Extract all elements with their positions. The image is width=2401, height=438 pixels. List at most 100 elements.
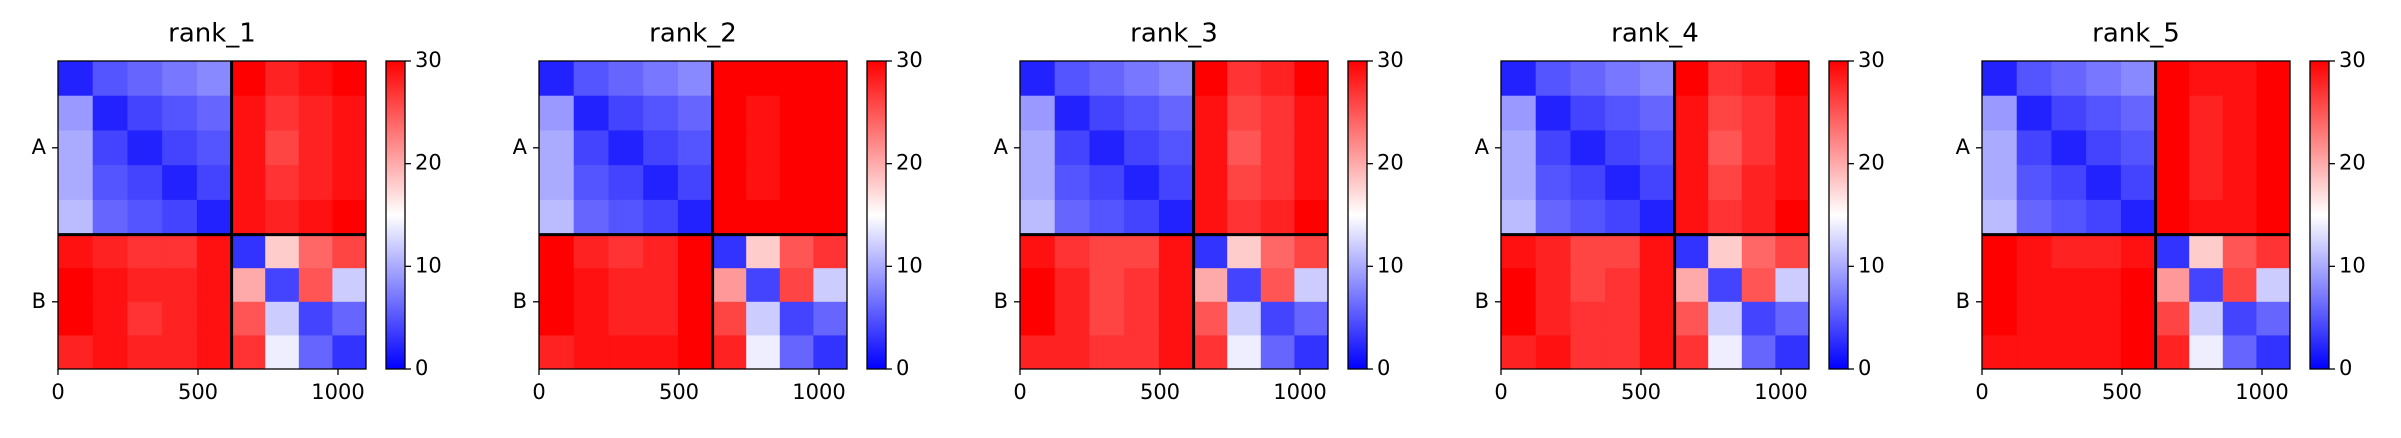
colorbar-tick-label: 30 [1377, 48, 1404, 72]
heatmap-cell [196, 165, 233, 201]
plot-frame [538, 60, 848, 370]
heatmap-cell [162, 95, 198, 131]
heatmap-cell [1535, 165, 1571, 201]
heatmap-cell [1124, 199, 1160, 236]
heatmap-cell [1570, 95, 1606, 131]
heatmap-cell [1708, 301, 1743, 336]
heatmap-cell [1158, 130, 1195, 166]
colorbar-tick-label: 30 [2339, 48, 2366, 72]
heatmap-cell [2051, 234, 2087, 269]
heatmap-cell [332, 199, 367, 236]
heatmap-cell [608, 268, 644, 303]
heatmap-cell [1054, 95, 1090, 131]
heatmap-cell [746, 199, 781, 236]
heatmap-cell [2016, 335, 2052, 370]
heatmap-cell [746, 268, 781, 303]
heatmap-cell [2155, 234, 2190, 269]
x-tick-label: 500 [2102, 380, 2142, 404]
heatmap-cell [1639, 61, 1676, 97]
heatmap-cell [643, 130, 679, 166]
heatmap-cell [1054, 234, 1090, 269]
heatmap-cell [1501, 95, 1537, 131]
heatmap-cell [1294, 335, 1329, 370]
heatmap-cell [1605, 268, 1641, 303]
heatmap-cell [1020, 95, 1056, 131]
heatmap-cell [1227, 234, 1262, 269]
heatmap-cell [298, 301, 333, 336]
heatmap-cell [196, 234, 233, 269]
heatmap-cell [573, 234, 609, 269]
heatmap-cell [1982, 268, 2018, 303]
heatmap-cell [162, 301, 198, 336]
x-tick-label: 0 [1494, 380, 1507, 404]
heatmap-cell [643, 95, 679, 131]
heatmap-cell [92, 234, 128, 269]
heatmap-cell [1158, 268, 1195, 303]
heatmap-cell [1020, 301, 1056, 336]
heatmap-cell [1020, 234, 1056, 269]
heatmap-cell [2155, 95, 2190, 131]
heatmap-cell [2016, 199, 2052, 236]
heatmap-cell [2016, 95, 2052, 131]
y-tick-label: A [994, 135, 1009, 159]
heatmap-cell [643, 61, 679, 97]
heatmap-cell [539, 268, 575, 303]
heatmap-cell [573, 95, 609, 131]
heatmap-cell [1193, 234, 1228, 269]
heatmap-cell [127, 61, 163, 97]
heatmap-cell [746, 234, 781, 269]
heatmap-cell [1741, 301, 1776, 336]
heatmap-cell [2051, 165, 2087, 201]
heatmap-cell [1674, 268, 1709, 303]
heatmap-cell [2086, 234, 2122, 269]
heatmap-cell [1054, 335, 1090, 370]
heatmap-cell [1501, 61, 1537, 97]
heatmap-cell [92, 95, 128, 131]
heatmap-cell [1535, 199, 1571, 236]
plot-frame [57, 60, 367, 370]
heatmap-cell [2222, 61, 2257, 97]
heatmap-cell [127, 335, 163, 370]
x-tick-label: 0 [51, 380, 64, 404]
heatmap-cell [1741, 95, 1776, 131]
heatmap-cell [573, 165, 609, 201]
heatmap-cell [573, 61, 609, 97]
heatmap-cell [1605, 301, 1641, 336]
heatmap-cell [1982, 335, 2018, 370]
heatmap-cell [2222, 301, 2257, 336]
heatmap-cell [2120, 335, 2157, 370]
heatmap-cell [712, 268, 747, 303]
heatmap-cell [2051, 301, 2087, 336]
heatmap-cell [332, 335, 367, 370]
heatmap-cell [1674, 130, 1709, 166]
heatmap-cell [813, 130, 848, 166]
heatmap-cell [1639, 165, 1676, 201]
heatmap-cell [712, 234, 747, 269]
heatmap-cell [265, 130, 300, 166]
heatmap-cell [779, 234, 814, 269]
heatmap-cell [1227, 335, 1262, 370]
heatmap-cell [332, 61, 367, 97]
heatmap-cell [1158, 234, 1195, 269]
heatmap-cell [2189, 61, 2224, 97]
heatmap-cell [265, 95, 300, 131]
heatmap-cell [746, 335, 781, 370]
heatmap-cell [677, 165, 714, 201]
heatmap-cell [779, 61, 814, 97]
heatmap-cell [746, 301, 781, 336]
heatmap-cell [1708, 130, 1743, 166]
x-tick-label: 0 [532, 380, 545, 404]
heatmap-cell [1639, 335, 1676, 370]
heatmap-cell [1501, 199, 1537, 236]
heatmap-cell [1639, 301, 1676, 336]
x-tick-label: 500 [178, 380, 218, 404]
heatmap-cell [2155, 199, 2190, 236]
heatmap-cell [127, 268, 163, 303]
heatmap-cell [1639, 199, 1676, 236]
heatmap-cell [1605, 165, 1641, 201]
heatmap-cell [196, 335, 233, 370]
heatmap-cell [1535, 234, 1571, 269]
heatmap-cell [1605, 199, 1641, 236]
heatmap-cell [1570, 335, 1606, 370]
